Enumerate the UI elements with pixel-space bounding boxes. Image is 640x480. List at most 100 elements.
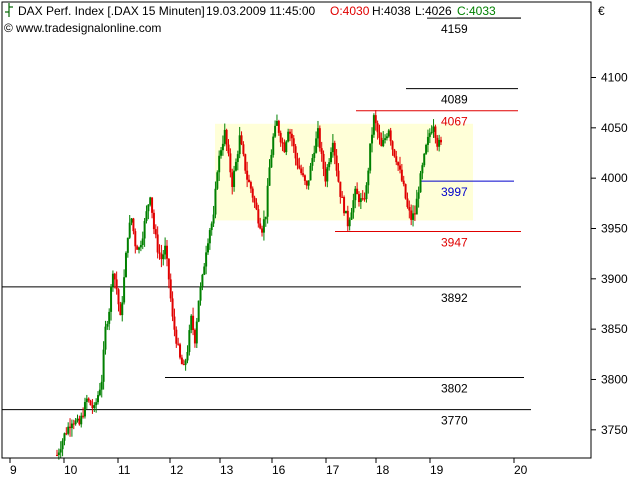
y-tick-label: 4100 bbox=[601, 70, 628, 84]
candle-body bbox=[326, 167, 329, 182]
header-low: L:4026 bbox=[415, 4, 452, 18]
candle-body bbox=[236, 154, 239, 162]
candle-body bbox=[428, 133, 431, 137]
candle-body bbox=[253, 197, 256, 203]
candle-body bbox=[149, 197, 152, 205]
candle-body bbox=[367, 170, 370, 186]
candle-body bbox=[100, 381, 103, 390]
candle-body bbox=[240, 135, 243, 145]
candle-body bbox=[391, 141, 394, 150]
candle-body bbox=[74, 420, 77, 425]
header-open: O:4030 bbox=[330, 4, 370, 18]
candle-body bbox=[330, 152, 333, 163]
candle-body bbox=[438, 139, 441, 147]
candle-body bbox=[309, 165, 312, 181]
candle-body bbox=[117, 289, 120, 305]
candle-body bbox=[436, 137, 439, 147]
candle-body bbox=[359, 198, 362, 203]
candle-body bbox=[106, 323, 109, 327]
candle-body bbox=[432, 126, 435, 132]
candle-body bbox=[93, 405, 96, 409]
candle-body bbox=[123, 277, 126, 303]
candle-body bbox=[212, 214, 215, 224]
x-tick-label: 11 bbox=[118, 463, 131, 477]
candle-body bbox=[169, 279, 172, 299]
level-label-3997: 3997 bbox=[441, 185, 468, 199]
candle-body bbox=[434, 126, 437, 138]
candle-body bbox=[365, 185, 368, 200]
candle-body bbox=[205, 252, 208, 267]
candle-body bbox=[128, 222, 131, 238]
candle-body bbox=[141, 238, 144, 246]
level-label-3947: 3947 bbox=[441, 236, 468, 250]
candle-body bbox=[303, 175, 306, 181]
candle-body bbox=[425, 144, 428, 154]
candle-body bbox=[417, 192, 420, 199]
candle-body bbox=[257, 209, 260, 224]
candle-body bbox=[154, 229, 157, 235]
candle-body bbox=[251, 188, 254, 198]
candle-body bbox=[136, 246, 139, 250]
candle-body bbox=[400, 169, 403, 181]
candle-body bbox=[180, 357, 183, 365]
candle-body bbox=[244, 154, 247, 171]
candle-body bbox=[406, 198, 409, 207]
candle-body bbox=[385, 136, 388, 139]
candle-body bbox=[156, 234, 159, 253]
candle-body bbox=[167, 258, 170, 280]
candle-body bbox=[59, 449, 62, 453]
level-label-4089: 4089 bbox=[441, 93, 468, 107]
candle-body bbox=[158, 252, 161, 254]
candle-body bbox=[419, 173, 422, 193]
candle-body bbox=[87, 398, 90, 401]
candle-body bbox=[413, 213, 416, 215]
candle-body bbox=[380, 137, 383, 147]
y-tick-label: 3850 bbox=[601, 322, 628, 336]
candle-body bbox=[430, 131, 433, 134]
y-tick-label: 3750 bbox=[601, 423, 628, 437]
candle-body bbox=[134, 231, 137, 247]
candle-body bbox=[363, 198, 366, 200]
candle-body bbox=[108, 311, 111, 324]
y-tick-label: 4000 bbox=[601, 171, 628, 185]
candle-body bbox=[302, 173, 305, 176]
candle-body bbox=[225, 129, 228, 145]
header-close: C:4033 bbox=[457, 4, 496, 18]
candle-body bbox=[151, 197, 154, 213]
candle-body bbox=[184, 360, 187, 365]
candle-body bbox=[104, 326, 107, 350]
candle-body bbox=[218, 155, 221, 173]
candle-body bbox=[305, 180, 308, 186]
candle-body bbox=[248, 179, 250, 183]
header-website: www.tradesignalonline.com bbox=[15, 21, 161, 35]
candle-body bbox=[98, 389, 101, 396]
candle-body bbox=[397, 162, 400, 166]
candle-body bbox=[164, 245, 167, 255]
candle-body bbox=[352, 200, 355, 213]
candle-body bbox=[440, 139, 442, 143]
candle-body bbox=[95, 402, 98, 406]
candle-body bbox=[162, 254, 165, 260]
candle-body bbox=[350, 212, 353, 220]
candle-body bbox=[404, 184, 407, 199]
level-label-3892: 3892 bbox=[441, 291, 468, 305]
candle-body bbox=[290, 133, 293, 139]
candle-body bbox=[91, 405, 94, 409]
x-tick-label: 16 bbox=[272, 463, 286, 477]
candle-body bbox=[376, 123, 379, 133]
candle-body bbox=[320, 148, 323, 154]
candle-body bbox=[382, 140, 385, 147]
candle-body bbox=[369, 143, 372, 171]
plot-frame bbox=[1, 1, 592, 459]
candle-body bbox=[292, 138, 295, 147]
candle-body bbox=[177, 343, 180, 345]
candle-body bbox=[328, 162, 331, 168]
candle-body bbox=[357, 194, 360, 203]
header-datetime: 19.03.2009 11:45:00 bbox=[206, 4, 316, 18]
candle-body bbox=[238, 135, 241, 155]
candle-body bbox=[130, 218, 133, 223]
candle-body bbox=[378, 132, 381, 138]
candle-body bbox=[223, 129, 226, 144]
candle-body bbox=[361, 198, 364, 200]
candle-body bbox=[85, 398, 88, 403]
